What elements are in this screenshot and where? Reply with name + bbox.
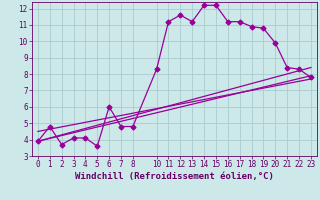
X-axis label: Windchill (Refroidissement éolien,°C): Windchill (Refroidissement éolien,°C) bbox=[75, 172, 274, 181]
